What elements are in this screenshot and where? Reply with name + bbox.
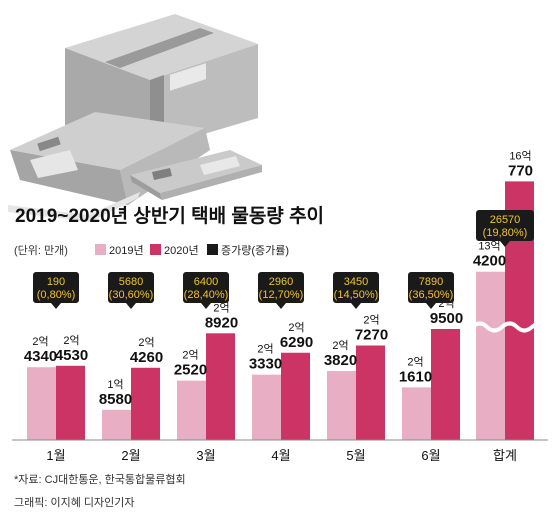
bar-2020 (206, 333, 235, 440)
legend-swatch-2020 (150, 244, 161, 255)
bar-label-2019-value: 1610 (399, 368, 432, 385)
bar-label-2020-value: 8920 (205, 314, 238, 331)
chart-title: 2019~2020년 상반기 택배 물동량 추이 (15, 205, 324, 227)
bar-2020 (131, 367, 160, 440)
legend: 2019년 2020년 증가량(증가률) (95, 244, 289, 257)
legend-label-2020: 2020년 (164, 244, 199, 257)
bar-label-2020-prefix: 2억 (138, 336, 154, 349)
bar-label-2019-value: 2520 (174, 362, 207, 379)
bar-2019 (402, 387, 431, 440)
legend-label-2019: 2019년 (109, 244, 144, 257)
increase-callout-pointer (426, 303, 436, 309)
x-tick-label: 6월 (421, 448, 440, 463)
increase-rate: (36,50%) (409, 289, 454, 301)
bar-label-2019-prefix: 2억 (32, 335, 48, 348)
increase-callout-box (183, 272, 229, 303)
legend-swatch-increase (207, 244, 218, 255)
increase-callout-pointer (500, 241, 510, 247)
bar-2019 (177, 380, 206, 440)
bar-2020 (431, 329, 460, 440)
increase-callout-box (408, 272, 454, 303)
increase-callout-box (33, 272, 79, 303)
bar-2019 (252, 374, 281, 440)
legend-swatch-2019 (95, 244, 106, 255)
increase-callout-box (476, 210, 534, 241)
bar-label-2020-prefix: 2억 (63, 334, 79, 347)
bar-group (27, 181, 549, 440)
bar-label-2020-prefix: 16억 (509, 149, 531, 162)
parcel-illustration (8, 14, 262, 222)
bar-label-2019-value: 4200 (473, 253, 506, 270)
increase-value: 6400 (194, 276, 218, 288)
bar-label-2019-prefix: 2억 (407, 355, 423, 368)
x-tick-label: 2월 (121, 448, 140, 463)
increase-callout-pointer (126, 303, 136, 309)
increase-value: 7890 (419, 276, 443, 288)
bar-label-2020-value: 6290 (280, 334, 313, 351)
increase-rate: (12,70%) (259, 289, 304, 301)
increase-rate: (0,80%) (37, 289, 76, 301)
bar-2019 (327, 371, 356, 440)
increase-callout-pointer (51, 303, 61, 309)
bar-2020 (281, 352, 310, 440)
bar-2019 (476, 271, 505, 440)
bar-label-2020-prefix: 2억 (288, 321, 304, 334)
increase-rate: (30,60%) (109, 289, 154, 301)
x-tick-label: 합계 (493, 448, 517, 463)
bar-label-2019-prefix: 2억 (182, 349, 198, 362)
increase-callout-box (258, 272, 304, 303)
increase-value: 5680 (119, 276, 143, 288)
bar-2020 (56, 365, 85, 440)
bar-label-2020-prefix: 2억 (213, 301, 229, 314)
unit-label: (단위: 만개) (14, 244, 68, 257)
bar-label-2020-value: 7270 (355, 327, 388, 344)
bar-2020 (356, 345, 385, 440)
increase-rate: (28,40%) (184, 289, 229, 301)
axis-break-mark (470, 321, 549, 333)
bar-label-2019-prefix: 2억 (257, 343, 273, 356)
x-tick-label: 5월 (346, 448, 365, 463)
x-tick-label: 3월 (196, 448, 215, 463)
increase-callout-pointer (201, 303, 211, 309)
bar-label-2020-value: 9500 (430, 310, 463, 327)
increase-value: 26570 (490, 214, 521, 226)
bar-label-2019-value: 8580 (99, 391, 132, 408)
bar-label-2019-prefix: 13억 (478, 240, 500, 253)
bar-label-2019-prefix: 1억 (107, 378, 123, 391)
increase-value: 190 (47, 276, 65, 288)
bar-label-2020-value: 770 (508, 162, 533, 179)
bar-2019 (27, 367, 56, 440)
bar-label-2019-value: 4340 (24, 348, 57, 365)
increase-callout-group: 190(0,80%)5680(30,60%)6400(28,40%)2960(1… (33, 210, 534, 309)
increase-callout-box (108, 272, 154, 303)
increase-value: 3450 (344, 276, 368, 288)
increase-rate: (19,80%) (483, 227, 528, 239)
bar-label-2019-value: 3820 (324, 352, 357, 369)
increase-callout-box (333, 272, 379, 303)
source-note: *자료: CJ대한통운, 한국통합물류협회 (14, 473, 186, 486)
bar-label-2020-value: 4530 (55, 347, 88, 364)
x-tick-label: 1월 (46, 448, 65, 463)
bar-2019 (102, 409, 131, 440)
bar-label-2019-value: 3330 (249, 356, 282, 373)
credit-note: 그래픽: 이지혜 디자인기자 (14, 496, 135, 509)
bar-label-2019-prefix: 2억 (332, 339, 348, 352)
legend-label-increase: 증가량(증가률) (221, 244, 289, 257)
increase-rate: (14,50%) (334, 289, 379, 301)
bar-label-2020-value: 4260 (130, 349, 163, 366)
increase-callout-pointer (351, 303, 361, 309)
increase-value: 2960 (269, 276, 293, 288)
bar-label-2020-prefix: 2억 (363, 314, 379, 327)
x-tick-label: 4월 (271, 448, 290, 463)
increase-callout-pointer (276, 303, 286, 309)
x-axis-tick-labels: 1월 2월 3월 4월 5월 6월 합계 (46, 448, 517, 463)
